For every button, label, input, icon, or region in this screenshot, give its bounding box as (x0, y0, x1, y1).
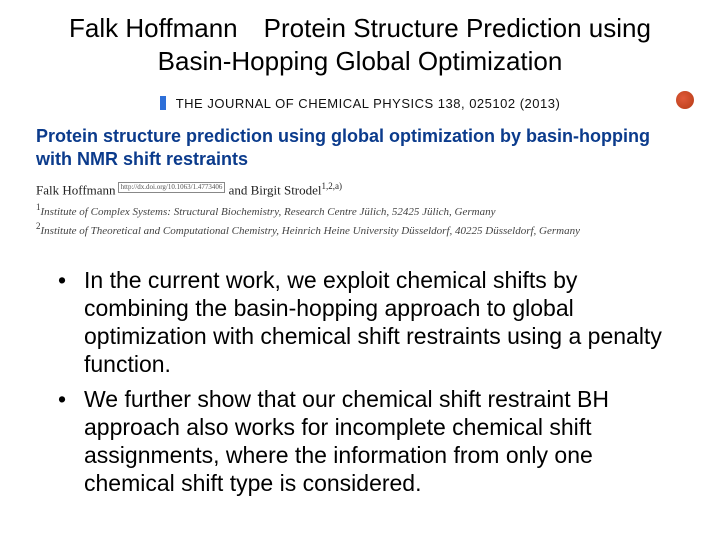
institute-logo-icon (676, 91, 694, 109)
author-1: Falk Hoffmann (36, 182, 116, 197)
affil1-text: Institute of Complex Systems: Structural… (41, 206, 496, 218)
slide-title: Falk Hoffmann Protein Structure Predicti… (36, 12, 684, 77)
author-sup: 1,2,a) (322, 181, 343, 191)
affil2-text: Institute of Theoretical and Computation… (41, 225, 580, 237)
journal-name: THE JOURNAL OF CHEMICAL PHYSICS 138, 025… (176, 96, 561, 111)
paper-title: Protein structure prediction using globa… (36, 125, 684, 172)
authors-line: Falk Hoffmannhttp://dx.doi.org/10.1063/1… (36, 180, 684, 199)
doi-hint: http://dx.doi.org/10.1063/1.4773406 (118, 182, 226, 193)
author-sep: and (225, 182, 250, 197)
authors-block: Falk Hoffmannhttp://dx.doi.org/10.1063/1… (36, 180, 684, 239)
affiliation-1: 1Institute of Complex Systems: Structura… (36, 201, 684, 220)
journal-bar: THE JOURNAL OF CHEMICAL PHYSICS 138, 025… (36, 91, 684, 115)
author-2: Birgit Strodel (251, 182, 322, 197)
list-item: In the current work, we exploit chemical… (84, 266, 684, 378)
bullet-list: In the current work, we exploit chemical… (36, 266, 684, 496)
affiliation-2: 2Institute of Theoretical and Computatio… (36, 220, 684, 239)
list-item: We further show that our chemical shift … (84, 385, 684, 497)
journal-accent-icon (160, 96, 166, 110)
